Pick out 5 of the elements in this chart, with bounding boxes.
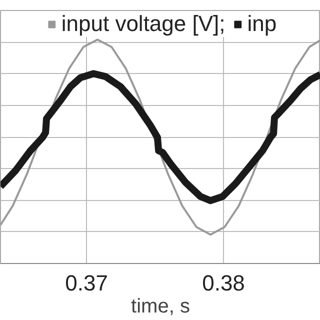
- x-tick-label: 0.38: [202, 270, 245, 296]
- legend-label: inp: [247, 11, 277, 37]
- legend-label: input voltage [V];: [61, 11, 226, 37]
- x-tick-label: 0.37: [65, 270, 108, 296]
- x-axis-title: time, s: [131, 296, 190, 318]
